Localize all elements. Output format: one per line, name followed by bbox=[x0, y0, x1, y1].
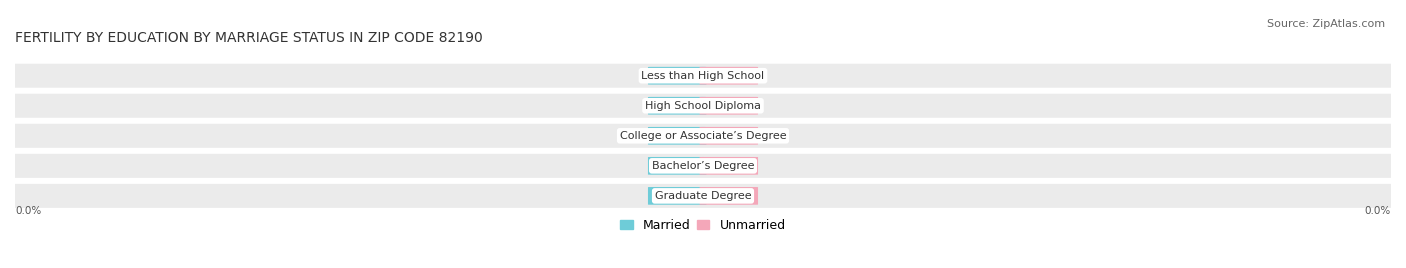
FancyBboxPatch shape bbox=[1, 94, 1405, 118]
Text: 0.0%: 0.0% bbox=[714, 101, 744, 111]
Text: Bachelor’s Degree: Bachelor’s Degree bbox=[652, 161, 754, 171]
Text: College or Associate’s Degree: College or Associate’s Degree bbox=[620, 131, 786, 141]
Text: High School Diploma: High School Diploma bbox=[645, 101, 761, 111]
FancyBboxPatch shape bbox=[700, 187, 758, 205]
Legend: Married, Unmarried: Married, Unmarried bbox=[620, 219, 786, 232]
Text: 0.0%: 0.0% bbox=[662, 101, 692, 111]
Text: 0.0%: 0.0% bbox=[714, 161, 744, 171]
FancyBboxPatch shape bbox=[648, 127, 706, 145]
FancyBboxPatch shape bbox=[1, 184, 1405, 208]
Text: FERTILITY BY EDUCATION BY MARRIAGE STATUS IN ZIP CODE 82190: FERTILITY BY EDUCATION BY MARRIAGE STATU… bbox=[15, 31, 482, 45]
Text: Graduate Degree: Graduate Degree bbox=[655, 191, 751, 201]
Text: 0.0%: 0.0% bbox=[662, 131, 692, 141]
Text: 0.0%: 0.0% bbox=[662, 191, 692, 201]
FancyBboxPatch shape bbox=[648, 97, 706, 115]
FancyBboxPatch shape bbox=[648, 187, 706, 205]
Text: Source: ZipAtlas.com: Source: ZipAtlas.com bbox=[1267, 19, 1385, 29]
FancyBboxPatch shape bbox=[700, 127, 758, 145]
FancyBboxPatch shape bbox=[1, 154, 1405, 178]
Text: 0.0%: 0.0% bbox=[714, 191, 744, 201]
Text: 0.0%: 0.0% bbox=[1365, 206, 1391, 216]
Text: 0.0%: 0.0% bbox=[714, 131, 744, 141]
FancyBboxPatch shape bbox=[1, 64, 1405, 88]
FancyBboxPatch shape bbox=[700, 157, 758, 175]
FancyBboxPatch shape bbox=[700, 97, 758, 115]
Text: 0.0%: 0.0% bbox=[15, 206, 41, 216]
Text: 0.0%: 0.0% bbox=[662, 71, 692, 81]
Text: Less than High School: Less than High School bbox=[641, 71, 765, 81]
FancyBboxPatch shape bbox=[1, 124, 1405, 148]
Text: 0.0%: 0.0% bbox=[714, 71, 744, 81]
FancyBboxPatch shape bbox=[700, 67, 758, 85]
FancyBboxPatch shape bbox=[648, 67, 706, 85]
Text: 0.0%: 0.0% bbox=[662, 161, 692, 171]
FancyBboxPatch shape bbox=[648, 157, 706, 175]
